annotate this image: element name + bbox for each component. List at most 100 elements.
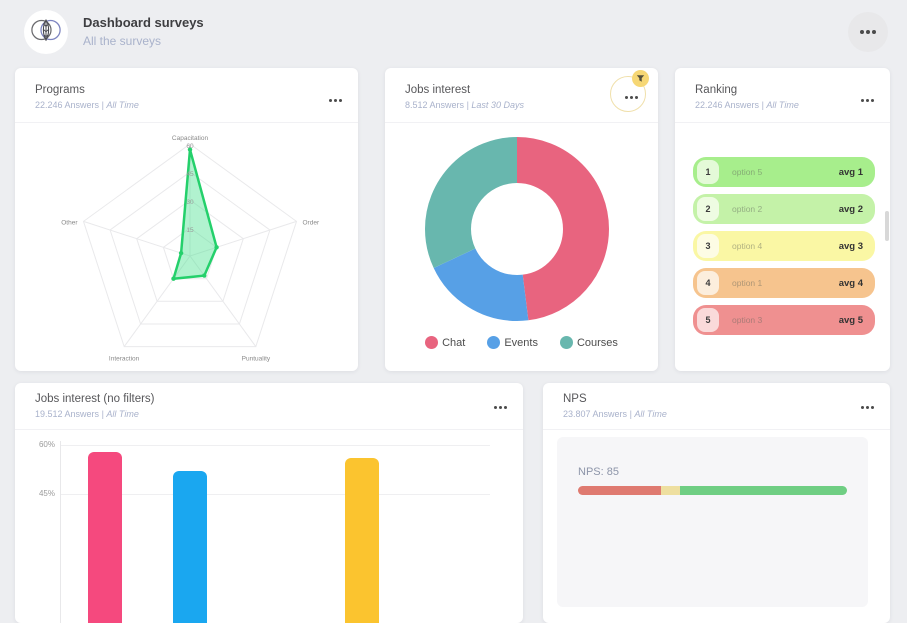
svg-text:15: 15: [186, 227, 194, 234]
svg-text:Capacitation: Capacitation: [172, 135, 209, 142]
card-nps: NPS 23.807 Answers | All Time NPS: 85: [543, 383, 890, 623]
dashboard-page: Dashboard surveys All the surveys Progra…: [0, 0, 907, 515]
card-title: NPS: [563, 393, 874, 405]
separator: |: [630, 409, 632, 419]
nps-segment-passives: [661, 486, 680, 495]
gridline-45: [60, 494, 490, 495]
ranking-header: Ranking 22.246 Answers | All Time: [675, 68, 890, 123]
legend-label: Chat: [442, 337, 465, 349]
ellipsis-icon: [861, 406, 864, 409]
nps-segment-promoters: [680, 486, 847, 495]
rank-avg-value: avg 3: [839, 241, 863, 252]
nps-menu-button[interactable]: [859, 395, 876, 414]
card-subtitle: 19.512 Answers | All Time: [35, 409, 507, 419]
rank-option-label: option 3: [732, 315, 839, 325]
top-header: Dashboard surveys All the surveys: [0, 0, 907, 68]
donut-legend: Chat Events Courses: [385, 336, 658, 349]
ellipsis-icon: [861, 99, 864, 102]
rank-option-label: option 1: [732, 278, 839, 288]
ellipsis-icon: [494, 406, 497, 409]
rank-option-label: option 4: [732, 241, 839, 251]
rank-avg-value: avg 5: [839, 315, 863, 326]
jobs-no-filters-menu-button[interactable]: [492, 395, 509, 414]
svg-text:30: 30: [186, 199, 194, 206]
period-label: Last 30 Days: [471, 100, 524, 110]
rank-option-label: option 2: [732, 204, 839, 214]
legend-label: Events: [504, 337, 538, 349]
jobs-filter-menu-button[interactable]: [610, 76, 646, 112]
rank-avg-value: avg 4: [839, 278, 863, 289]
y-axis-label-60: 60%: [25, 440, 55, 449]
ellipsis-icon: [860, 30, 864, 34]
card-subtitle: 8.512 Answers | Last 30 Days: [405, 100, 642, 110]
header-menu-button[interactable]: [848, 12, 888, 52]
page-subtitle: All the surveys: [83, 34, 204, 48]
separator: |: [102, 409, 104, 419]
rank-badge: 3: [697, 234, 719, 258]
legend-dot: [560, 336, 573, 349]
rank-badge: 5: [697, 308, 719, 332]
card-ranking: Ranking 22.246 Answers | All Time 1 optio…: [675, 68, 890, 371]
programs-menu-button[interactable]: [327, 88, 344, 107]
ranking-menu-button[interactable]: [859, 88, 876, 107]
bar-3[interactable]: [345, 458, 379, 623]
period-label: All Time: [106, 409, 138, 419]
svg-text:Puntuality: Puntuality: [242, 356, 271, 363]
ranking-scrollbar-thumb[interactable]: [885, 211, 889, 241]
card-jobs-no-filters: Jobs interest (no filters) 19.512 Answer…: [15, 383, 523, 623]
legend-label: Courses: [577, 337, 618, 349]
rank-option-label: option 5: [732, 167, 839, 177]
nps-score-label: NPS: 85: [578, 466, 619, 478]
period-label: All Time: [106, 100, 138, 110]
card-title: Jobs interest (no filters): [35, 393, 507, 405]
y-axis-line: [60, 441, 61, 623]
svg-text:45: 45: [186, 171, 194, 178]
nps-panel: NPS: 85: [557, 437, 868, 607]
answers-count: 23.807 Answers: [563, 409, 627, 419]
card-title: Ranking: [695, 84, 874, 96]
legend-item-events[interactable]: Events: [487, 336, 538, 349]
rank-avg-value: avg 1: [839, 167, 863, 178]
header-titles: Dashboard surveys All the surveys: [83, 15, 204, 48]
legend-dot: [487, 336, 500, 349]
answers-count: 19.512 Answers: [35, 409, 99, 419]
bar-1[interactable]: [88, 452, 122, 623]
jobs-header: Jobs interest 8.512 Answers | Last 30 Da…: [385, 68, 658, 123]
period-label: All Time: [634, 409, 666, 419]
rank-badge: 4: [697, 271, 719, 295]
card-title: Programs: [35, 84, 342, 96]
card-subtitle: 23.807 Answers | All Time: [563, 409, 874, 419]
svg-text:Order: Order: [303, 219, 320, 226]
bar-2[interactable]: [173, 471, 207, 623]
ellipsis-icon: [625, 96, 628, 99]
jobs-no-filters-header: Jobs interest (no filters) 19.512 Answer…: [15, 383, 523, 430]
legend-dot: [425, 336, 438, 349]
legend-item-chat[interactable]: Chat: [425, 336, 465, 349]
card-programs: Programs 22.246 Answers | All Time 15 30 4…: [15, 68, 358, 371]
rank-avg-value: avg 2: [839, 204, 863, 215]
separator: |: [467, 100, 469, 110]
rank-badge: 2: [697, 197, 719, 221]
separator: |: [762, 100, 764, 110]
answers-count: 22.246 Answers: [35, 100, 99, 110]
rank-badge: 1: [697, 160, 719, 184]
page-title: Dashboard surveys: [83, 15, 204, 30]
programs-radar-chart: 15304560CapacitationOrderPuntualityInter…: [15, 123, 358, 370]
svg-text:Other: Other: [61, 219, 78, 226]
funnel-icon: [636, 74, 645, 83]
ellipsis-icon: [329, 99, 332, 102]
card-subtitle: 22.246 Answers | All Time: [695, 100, 874, 110]
y-axis-label-45: 45%: [25, 489, 55, 498]
card-subtitle: 22.246 Answers | All Time: [35, 100, 342, 110]
nps-score-bar: [578, 486, 847, 495]
app-logo[interactable]: [24, 10, 68, 54]
legend-item-courses[interactable]: Courses: [560, 336, 618, 349]
card-title: Jobs interest: [405, 84, 642, 96]
period-label: All Time: [766, 100, 798, 110]
